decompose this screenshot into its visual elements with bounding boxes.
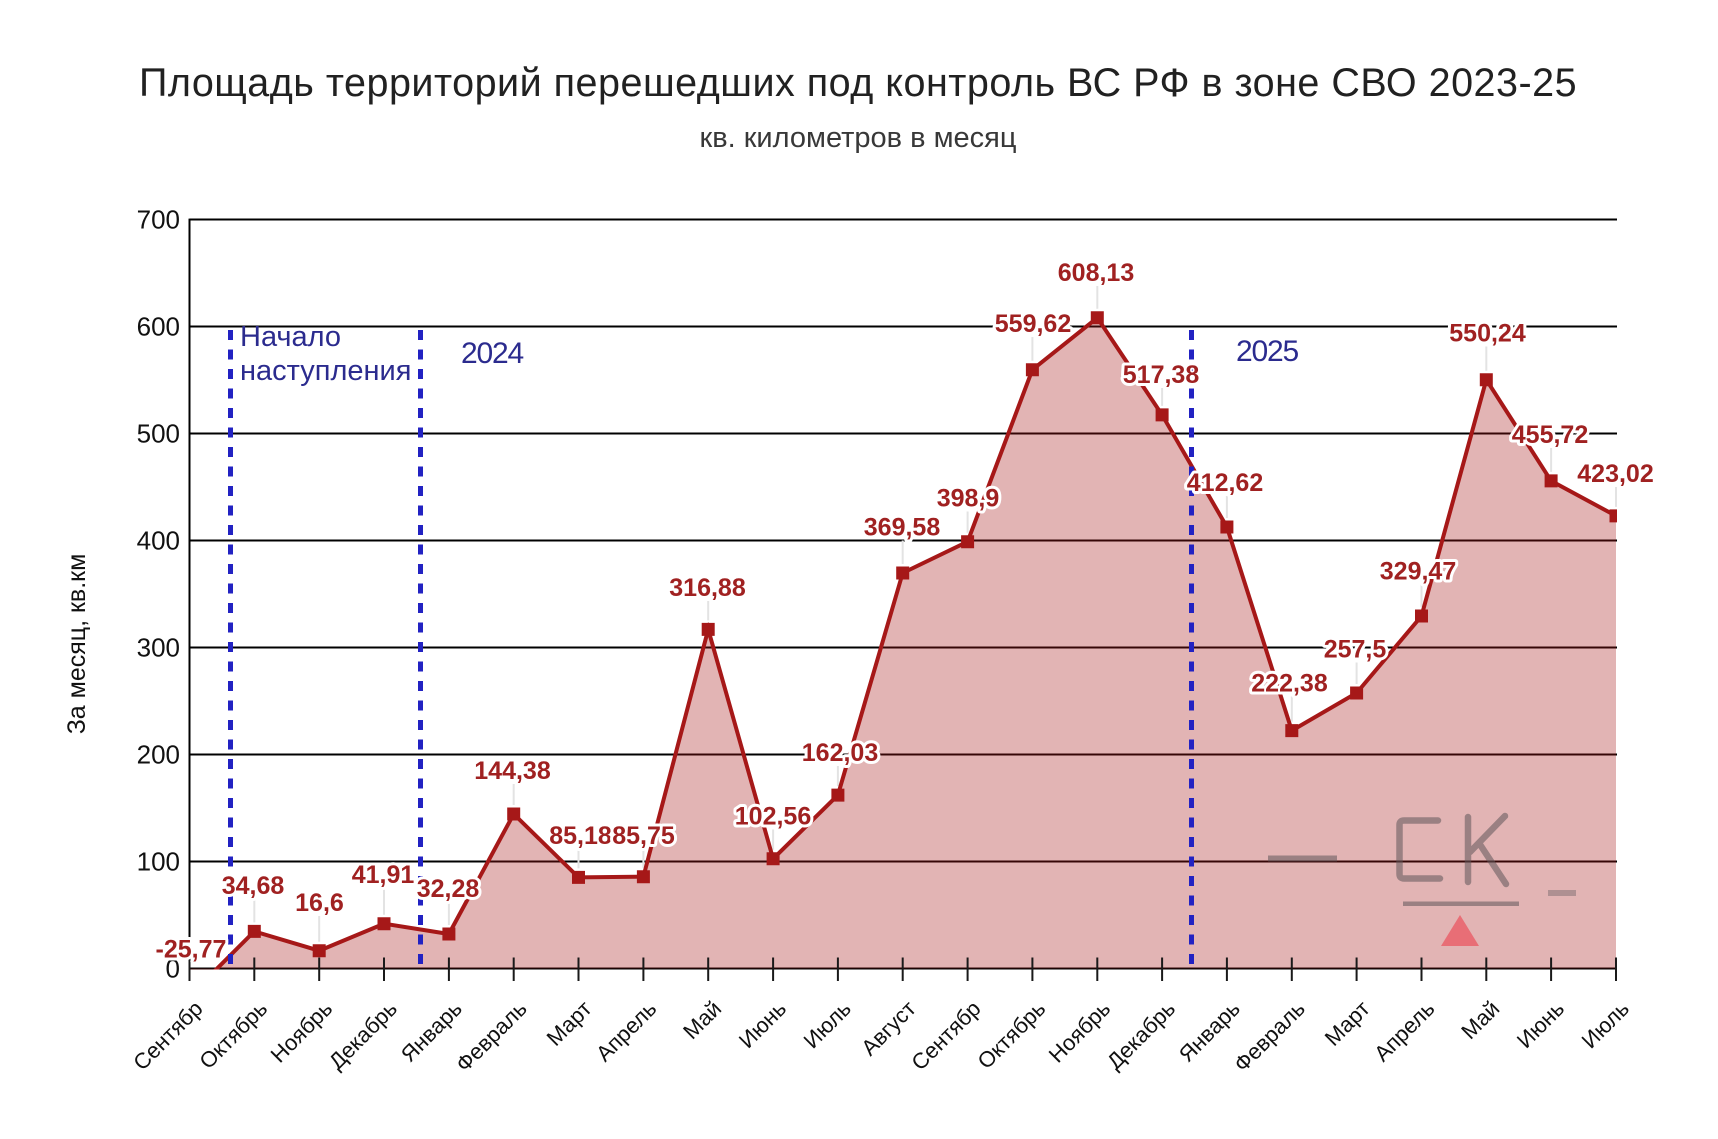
svg-text:257,5: 257,5 <box>1324 636 1387 664</box>
svg-text:144,38: 144,38 <box>474 757 551 785</box>
svg-text:100: 100 <box>137 847 180 877</box>
svg-text:102,56: 102,56 <box>735 803 811 831</box>
svg-text:423,02: 423,02 <box>1577 460 1653 488</box>
svg-text:412,62: 412,62 <box>1187 469 1263 497</box>
svg-text:369,58: 369,58 <box>864 514 941 542</box>
svg-text:32,28: 32,28 <box>417 875 480 903</box>
svg-text:85,18: 85,18 <box>549 822 612 850</box>
svg-text:162,03: 162,03 <box>802 739 878 767</box>
svg-text:Площадь территорий перешедших: Площадь территорий перешедших под контро… <box>139 61 1577 105</box>
svg-text:наступления: наступления <box>240 355 411 387</box>
svg-text:2025: 2025 <box>1236 335 1298 368</box>
svg-text:Начало: Начало <box>240 321 341 353</box>
svg-text:400: 400 <box>137 526 180 556</box>
svg-text:550,24: 550,24 <box>1449 320 1526 348</box>
svg-text:2024: 2024 <box>461 337 523 370</box>
svg-text:398,9: 398,9 <box>937 485 1000 513</box>
svg-text:За месяц, кв.км: За месяц, кв.км <box>63 554 91 735</box>
svg-text:222,38: 222,38 <box>1251 670 1328 698</box>
svg-text:200: 200 <box>137 740 180 770</box>
svg-text:-25,77: -25,77 <box>156 936 227 964</box>
svg-text:517,38: 517,38 <box>1123 361 1200 389</box>
svg-text:559,62: 559,62 <box>995 310 1071 338</box>
svg-text:41,91: 41,91 <box>352 861 415 889</box>
svg-text:600: 600 <box>137 312 180 342</box>
svg-text:455,72: 455,72 <box>1512 421 1588 449</box>
svg-text:500: 500 <box>137 419 180 449</box>
svg-text:0: 0 <box>166 954 180 984</box>
svg-text:700: 700 <box>137 205 180 235</box>
svg-text:608,13: 608,13 <box>1058 259 1134 287</box>
svg-text:329,47: 329,47 <box>1380 558 1456 586</box>
svg-text:кв. километров в месяц: кв. километров в месяц <box>700 122 1017 154</box>
svg-text:85,75: 85,75 <box>612 822 675 850</box>
svg-text:316,88: 316,88 <box>669 574 746 602</box>
svg-text:34,68: 34,68 <box>222 872 285 900</box>
svg-text:16,6: 16,6 <box>295 889 344 917</box>
svg-text:300: 300 <box>137 633 180 663</box>
